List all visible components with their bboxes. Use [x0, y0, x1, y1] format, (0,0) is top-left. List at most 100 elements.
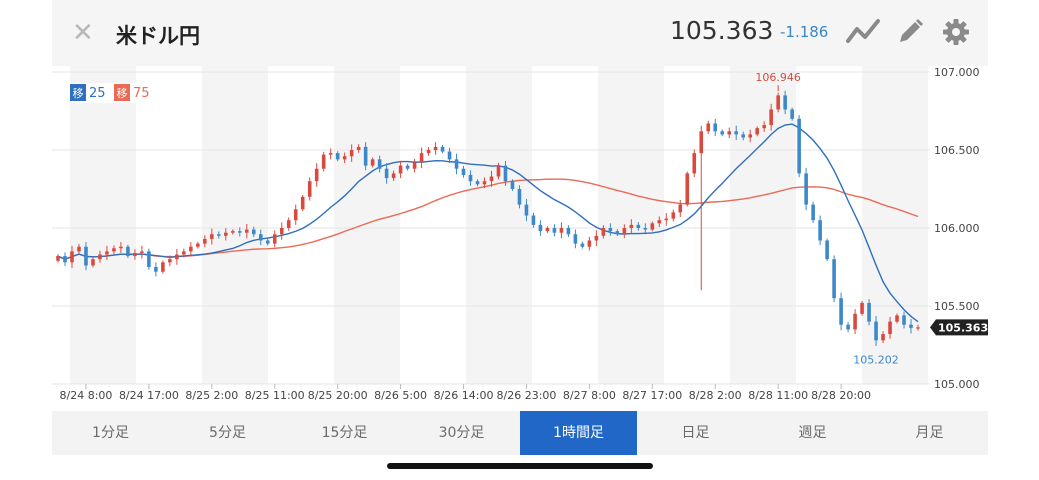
candle	[98, 250, 102, 263]
candle-body	[727, 131, 732, 135]
candlestick-chart[interactable]: 107.000 106.500 106.000 105.500 105.000 8/24…	[52, 66, 988, 411]
candle-body	[307, 181, 312, 197]
tab-15min[interactable]: 15分足	[321, 425, 368, 441]
day-band	[466, 66, 532, 384]
tab-1hour[interactable]: 1時間足	[520, 411, 637, 455]
close-icon[interactable]: ✕	[72, 18, 94, 48]
candle-body	[881, 334, 885, 341]
candle	[916, 324, 920, 331]
candle-body	[797, 118, 801, 174]
candle-body	[769, 109, 773, 126]
candle	[846, 321, 850, 333]
low-price-label: 105.202	[853, 354, 899, 367]
x-tick-label: 8/28 2:00	[689, 389, 742, 402]
chart-type-icon[interactable]	[845, 17, 881, 47]
candle	[909, 319, 913, 334]
candle-body	[503, 165, 508, 182]
pencil-icon[interactable]	[895, 17, 925, 47]
candle	[783, 90, 787, 115]
candle	[545, 226, 550, 233]
candle-body	[286, 220, 291, 228]
candle-body	[77, 246, 81, 252]
gear-icon[interactable]	[941, 17, 971, 47]
candle-body	[846, 324, 850, 330]
candle-body	[70, 251, 74, 263]
candle	[580, 241, 585, 249]
candle-body	[804, 173, 808, 205]
candle-body	[909, 324, 913, 328]
candle	[643, 223, 648, 235]
candle-body	[189, 246, 193, 252]
x-tick-label: 8/24 8:00	[60, 389, 113, 402]
x-tick-label: 8/28 20:00	[811, 389, 871, 402]
tab-30min[interactable]: 30分足	[438, 425, 485, 441]
currency-pair-title: 米ドル円	[116, 24, 200, 48]
candle-body	[685, 173, 690, 205]
day-band	[334, 66, 400, 384]
tab-daily[interactable]: 日足	[681, 425, 710, 441]
candle-body	[314, 168, 319, 182]
candle-body	[559, 228, 564, 233]
candle-body	[510, 181, 515, 189]
candle-body	[426, 150, 431, 154]
y-tick-label: 105.000	[934, 378, 980, 391]
y-tick-label: 106.500	[934, 144, 980, 157]
candle	[384, 163, 389, 184]
candle	[888, 316, 892, 339]
candle-body	[636, 224, 641, 228]
candle-body	[776, 95, 780, 110]
candle	[105, 245, 109, 261]
y-tick-label: 106.000	[934, 222, 980, 235]
high-price-label: 106.946	[755, 71, 801, 84]
candle-body	[98, 254, 102, 260]
candle	[77, 243, 81, 255]
candle-body	[182, 251, 186, 255]
candle	[818, 215, 822, 246]
candle	[272, 230, 277, 248]
candle-body	[706, 123, 711, 132]
candle	[881, 331, 885, 344]
candle	[566, 225, 571, 238]
candle	[168, 255, 172, 267]
tab-1min[interactable]: 1分足	[92, 425, 129, 441]
candle	[727, 127, 732, 139]
candle-body	[489, 176, 494, 182]
candle	[203, 235, 207, 248]
candle-body	[741, 134, 746, 138]
candle	[356, 144, 361, 153]
candle-body	[349, 150, 354, 157]
candle-body	[279, 228, 284, 235]
candle	[734, 125, 739, 141]
candle	[489, 170, 494, 187]
current-price-label: 105.363	[938, 321, 988, 334]
tab-weekly[interactable]: 週足	[798, 425, 827, 441]
candle	[650, 221, 655, 232]
candle-body	[412, 162, 417, 169]
candle	[468, 170, 473, 186]
candle	[748, 129, 752, 143]
home-indicator	[387, 463, 653, 469]
candle-body	[84, 246, 88, 266]
current-price: 105.363	[670, 16, 774, 45]
x-tick-label: 8/25 20:00	[308, 389, 368, 402]
candle	[636, 222, 641, 231]
candle	[419, 147, 424, 169]
candle	[377, 155, 382, 173]
candle	[762, 121, 766, 132]
candle	[601, 225, 606, 239]
candle	[461, 165, 466, 178]
x-tick-label: 8/25 2:00	[185, 389, 238, 402]
candle-body	[244, 229, 249, 233]
candle	[447, 147, 452, 164]
tab-monthly[interactable]: 月足	[915, 425, 944, 441]
candle-body	[237, 231, 242, 233]
candle-body	[916, 327, 920, 329]
candle-body	[230, 231, 235, 233]
candle	[307, 177, 312, 201]
candle	[860, 301, 864, 316]
candle	[475, 179, 480, 187]
candle-body	[832, 259, 836, 299]
tab-5min[interactable]: 5分足	[209, 425, 246, 441]
candle-body	[217, 234, 221, 236]
candle	[832, 255, 836, 302]
